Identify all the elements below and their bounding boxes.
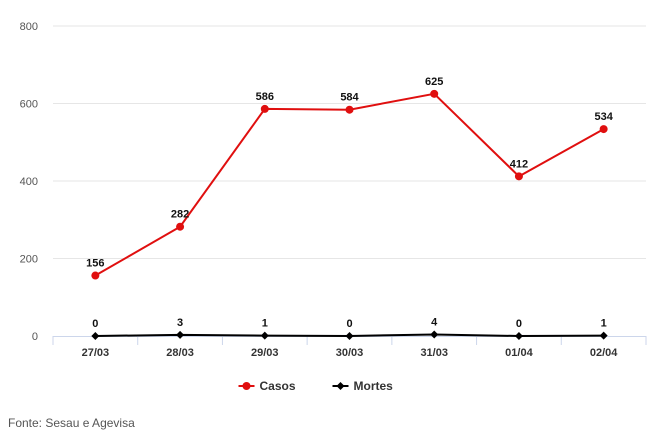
y-axis-ticks: 0 200 400 600 800 [20,21,38,343]
data-label: 0 [346,318,352,330]
legend-label: Mortes [354,379,394,393]
data-label: 586 [256,91,274,103]
data-point[interactable] [599,331,608,340]
y-tick-label: 800 [20,21,38,33]
data-label: 534 [594,111,613,123]
source-note: Fonte: Sesau e Agevisa [8,416,135,430]
series-mortes[interactable]: 0 3 1 0 4 0 1 [91,316,608,340]
grid-lines [53,25,646,259]
x-tick-label: 27/03 [82,347,110,359]
legend-label: Casos [260,379,296,393]
data-label: 0 [516,318,522,330]
series-layer: 156 282 586 584 625 412 534 0 3 1 0 4 0 1 [86,76,614,340]
data-label: 0 [92,318,98,330]
data-label: 625 [425,76,443,88]
data-point[interactable] [176,222,185,231]
data-point[interactable] [260,104,269,113]
data-label: 1 [601,318,607,330]
data-point[interactable] [430,330,439,339]
data-point[interactable] [91,332,100,340]
legend-marker [242,382,251,390]
data-point[interactable] [514,172,523,181]
y-tick-label: 400 [20,176,38,188]
legend-item-casos[interactable]: Casos [238,379,296,393]
data-point[interactable] [91,271,100,280]
x-tick-label: 30/03 [336,347,364,359]
legend-item-mortes[interactable]: Mortes [332,379,394,393]
x-tick-label: 02/04 [590,347,618,359]
data-point[interactable] [176,330,185,339]
data-point[interactable] [260,331,269,340]
data-label: 156 [86,258,104,270]
x-tick-label: 28/03 [166,347,194,359]
x-tick-label: 29/03 [251,347,279,359]
data-label: 1 [262,318,268,330]
data-label: 282 [171,209,189,221]
series-line [94,92,605,277]
legend-marker [336,382,345,390]
x-tick-label: 01/04 [505,347,533,359]
data-label: 3 [177,317,183,329]
data-label: 4 [431,316,438,328]
y-tick-label: 200 [20,254,38,266]
y-tick-label: 600 [20,99,38,111]
data-label: 412 [510,158,528,170]
data-point[interactable] [430,89,439,98]
data-point[interactable] [345,105,354,114]
x-tick-label: 31/03 [420,347,448,359]
data-point[interactable] [345,332,354,340]
data-point[interactable] [599,125,608,134]
data-point[interactable] [514,332,523,340]
series-casos[interactable]: 156 282 586 584 625 412 534 [86,76,614,280]
data-label: 584 [340,92,359,104]
legend[interactable]: Casos Mortes [238,379,394,393]
y-tick-label: 0 [32,331,38,343]
